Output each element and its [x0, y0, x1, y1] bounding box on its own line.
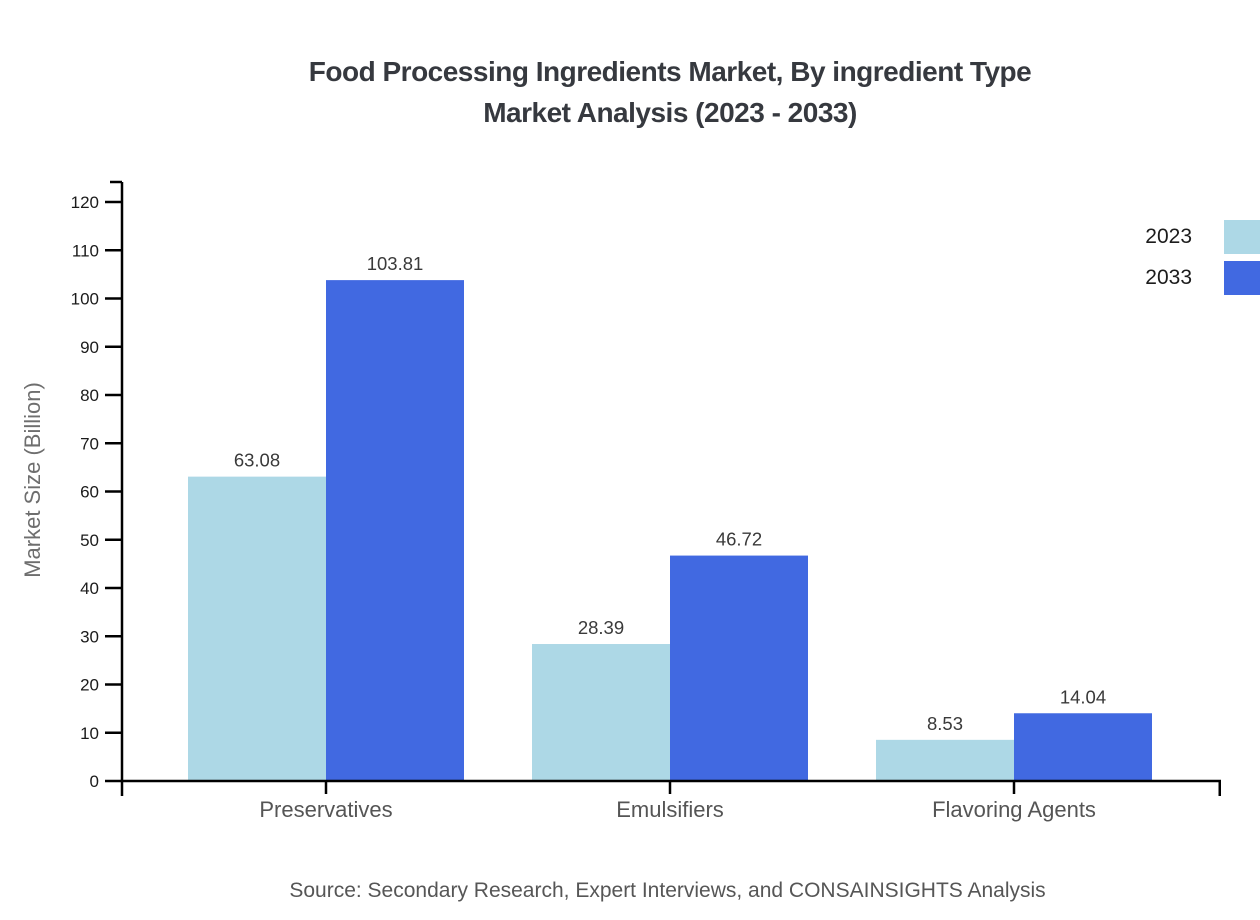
legend-item-2023: 2023 — [1145, 220, 1260, 254]
legend-swatch-2023 — [1224, 220, 1260, 254]
y-tick-label: 20 — [80, 676, 99, 695]
y-tick-label: 0 — [90, 772, 99, 791]
source-note: Source: Secondary Research, Expert Inter… — [289, 879, 1046, 902]
bar-value-label: 8.53 — [927, 713, 963, 734]
bar-value-label: 103.81 — [367, 253, 424, 274]
y-tick-label: 90 — [80, 338, 99, 357]
y-tick-label: 60 — [80, 483, 99, 502]
legend-item-2033: 2033 — [1145, 261, 1260, 295]
x-axis-category-label: Emulsifiers — [616, 797, 724, 822]
x-axis-category-label: Preservatives — [259, 797, 392, 822]
bar-value-label: 46.72 — [716, 529, 762, 550]
y-tick-label: 70 — [80, 434, 99, 453]
bar-2033-preservatives — [326, 280, 464, 781]
bar-value-label: 63.08 — [234, 450, 280, 471]
y-tick-label: 50 — [80, 531, 99, 550]
x-axis-category-label: Flavoring Agents — [932, 797, 1096, 822]
y-tick-label: 40 — [80, 579, 99, 598]
bar-2023-flavoring-agents — [876, 739, 1014, 781]
legend-label-2023: 2023 — [1145, 225, 1192, 248]
legend-label-2033: 2033 — [1145, 266, 1192, 289]
y-axis-title: Market Size (Billion) — [20, 382, 45, 578]
chart-title: Food Processing Ingredients Market, By i… — [80, 51, 1260, 133]
chart-title-line2: Market Analysis (2023 - 2033) — [483, 97, 857, 128]
legend-swatch-2033 — [1224, 261, 1260, 295]
chart-legend: 2023 2033 — [1145, 220, 1260, 295]
bar-value-label: 28.39 — [578, 617, 624, 638]
y-tick-label: 120 — [71, 193, 99, 212]
chart-title-line1: Food Processing Ingredients Market, By i… — [308, 56, 1032, 87]
bar-2023-preservatives — [188, 476, 326, 781]
y-tick-label: 110 — [72, 241, 99, 260]
bar-2033-emulsifiers — [670, 555, 808, 781]
bar-2023-emulsifiers — [532, 644, 670, 781]
y-tick-label: 10 — [80, 724, 99, 743]
bar-2033-flavoring-agents — [1014, 713, 1152, 781]
y-tick-label: 100 — [71, 290, 99, 309]
y-tick-label: 80 — [80, 386, 99, 405]
bar-value-label: 14.04 — [1060, 686, 1106, 707]
y-tick-label: 30 — [80, 627, 99, 646]
